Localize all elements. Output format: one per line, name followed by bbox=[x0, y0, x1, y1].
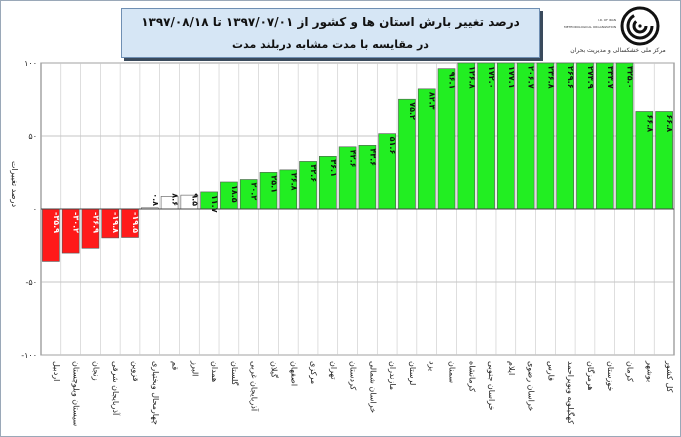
category-label: یزد bbox=[428, 361, 437, 371]
category-label: آذربایجان شرقی bbox=[111, 361, 121, 416]
category-label: زنجان bbox=[91, 361, 100, 381]
category-label: سیستان وبلوچستان bbox=[72, 361, 81, 427]
category-label: ایلام bbox=[507, 361, 516, 375]
bar-value-label: ۱۷۷.۱ bbox=[507, 66, 516, 89]
category-label: سمنان bbox=[448, 361, 457, 383]
title-box: درصد تغییر بارش استان ها و کشور از ۱۳۹۷/… bbox=[121, 8, 540, 58]
category-label: همدان bbox=[210, 361, 219, 382]
bar-value-label: ۲۷۳.۹ bbox=[586, 66, 595, 89]
bar-value-label: ۷۵.۲ bbox=[408, 102, 417, 120]
organization-logo: I.R. OF IRAN METEOROLOGICAL ORGANIZATION… bbox=[562, 4, 674, 56]
bar-value-label: ۱۷۲.۰ bbox=[487, 66, 496, 89]
category-label: بوشهر bbox=[645, 360, 654, 382]
bar-value-label: ۸.۶ bbox=[171, 193, 180, 206]
bar-value-label: ۹.۵ bbox=[190, 193, 199, 206]
bar-value-label: ۴۲.۶ bbox=[349, 150, 358, 168]
bar-value-label: ۳۲.۶ bbox=[309, 164, 318, 182]
bar-value-label: ۲۰۶.۷ bbox=[527, 66, 536, 89]
y-tick-label: -۵۰ bbox=[26, 278, 37, 287]
category-label: اردبیل bbox=[52, 361, 61, 381]
category-label: خوزستان bbox=[606, 361, 615, 391]
y-axis-label: درصد تغییرات bbox=[10, 161, 19, 207]
bar bbox=[437, 68, 456, 210]
bar-value-label: ۰.۸ bbox=[151, 193, 160, 206]
category-label: کرمانشاه bbox=[467, 361, 476, 392]
category-label: کردستان bbox=[349, 361, 358, 390]
y-tick-label: -۱۰۰ bbox=[21, 351, 37, 360]
y-tick-label: ۰ bbox=[33, 205, 37, 214]
bar-value-label: ۲۰.۲ bbox=[250, 183, 259, 201]
bar-value-label: -۳۰.۲ bbox=[72, 212, 81, 233]
logo-text-line1: I.R. OF IRAN bbox=[598, 18, 616, 22]
bar-value-label: ۲۶.۸ bbox=[289, 173, 298, 191]
bar-value-label: ۳۲۵.۰ bbox=[626, 66, 635, 89]
category-label: اصفهان bbox=[289, 361, 298, 386]
category-label: مازندران bbox=[388, 361, 397, 390]
category-label: مرکزی bbox=[309, 361, 318, 384]
bar-value-label: -۲۶.۹ bbox=[91, 212, 100, 233]
logo-text-line2: METEOROLOGICAL ORGANIZATION bbox=[564, 25, 616, 29]
bar-value-label: ۴۳.۶ bbox=[368, 148, 377, 166]
bar-value-label: ۶۶.۸ bbox=[645, 114, 654, 132]
bar-value-label: ۱۸.۵ bbox=[230, 185, 239, 203]
category-label: البرز bbox=[190, 360, 199, 376]
bar-value-label: ۹۶.۱ bbox=[448, 72, 457, 90]
y-tick-label: ۱۰۰ bbox=[24, 59, 37, 68]
bar-value-label: ۱۲۶.۸ bbox=[467, 66, 476, 89]
category-label: تهران bbox=[329, 361, 338, 379]
bar-value-label: -۱۹.۵ bbox=[131, 212, 140, 233]
chart-title: درصد تغییر بارش استان ها و کشور از ۱۳۹۷/… bbox=[141, 15, 520, 29]
category-label: فارس bbox=[546, 361, 555, 381]
category-label: کل کشور bbox=[665, 360, 674, 393]
category-label: قزوین bbox=[131, 361, 140, 382]
category-label: گلستان bbox=[230, 361, 240, 386]
bar-value-label: ۲۵.۱ bbox=[269, 175, 278, 193]
bar-value-label: -۳۵.۹ bbox=[52, 212, 61, 233]
bar-value-label: ۵۱.۶ bbox=[388, 137, 397, 155]
bar-value-label: ۳۶.۱ bbox=[329, 159, 338, 177]
bar-value-label: ۸۲.۳ bbox=[428, 92, 437, 110]
category-label: خراسان جنوبی bbox=[487, 361, 496, 411]
bar-value-label: ۲۳۶.۸ bbox=[546, 66, 555, 89]
logo-caption: مرکز ملی خشکسالی و مدیریت بحران bbox=[570, 47, 666, 54]
category-label: هرمزگان bbox=[586, 361, 596, 390]
category-label: کهگیلویه وبویراحمد bbox=[566, 361, 576, 424]
bar-value-label: ۳۳۳.۷ bbox=[606, 66, 615, 89]
logo-swirl-icon bbox=[620, 6, 660, 46]
category-label: خراسان رضوی bbox=[527, 361, 536, 411]
bar-value-label: ۶۶.۸ bbox=[665, 114, 674, 132]
category-label: چهارمحال وبختیاری bbox=[151, 361, 160, 425]
category-label: گیلان bbox=[269, 361, 279, 378]
chart-subtitle: در مقایسه با مدت مشابه دربلند مدت bbox=[232, 38, 429, 51]
category-label: قم bbox=[171, 361, 180, 370]
category-label: خراسان شمالی bbox=[368, 361, 377, 413]
y-tick-label: ۵۰ bbox=[28, 132, 37, 141]
bar-value-label: ۲۶۹.۶ bbox=[566, 66, 575, 89]
bar-value-label: -۱۹.۸ bbox=[111, 212, 120, 233]
category-label: لرستان bbox=[408, 361, 417, 385]
bar-value-label: ۱۱.۷ bbox=[210, 195, 219, 213]
category-label: کرمان bbox=[626, 361, 635, 382]
category-label: آذربایجان غربی bbox=[250, 361, 260, 412]
